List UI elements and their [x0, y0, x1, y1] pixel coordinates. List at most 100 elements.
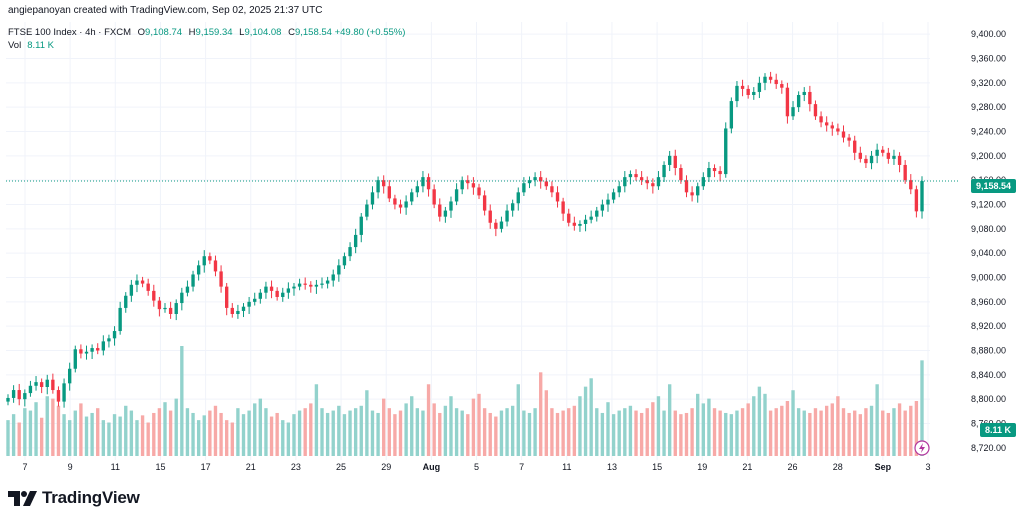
- volume-bar: [864, 408, 868, 456]
- close-label: C: [288, 27, 295, 38]
- volume-bar: [572, 405, 577, 456]
- candle-body: [740, 85, 745, 89]
- candle-body: [275, 290, 279, 297]
- candle-body: [62, 383, 66, 402]
- candle-body: [589, 216, 593, 220]
- volume-bar: [6, 420, 10, 456]
- x-tick-label: 3: [925, 462, 930, 472]
- x-tick-label: Sep: [875, 462, 892, 472]
- volume-bar: [320, 408, 324, 456]
- volume-bar: [707, 398, 711, 456]
- volume-bar: [561, 410, 565, 456]
- volume-bar: [426, 384, 431, 456]
- candle-body: [796, 95, 801, 108]
- candle-body: [152, 290, 156, 301]
- volume-bar: [522, 410, 526, 456]
- x-tick-label: 13: [607, 462, 617, 472]
- candle-body: [208, 256, 212, 261]
- candle-body: [180, 292, 184, 304]
- volume-bar: [17, 422, 21, 456]
- volume-bar: [780, 405, 784, 456]
- low-label: L: [239, 27, 245, 38]
- candle-body: [690, 192, 694, 196]
- candle-body: [51, 379, 55, 391]
- volume-bar: [387, 408, 391, 456]
- volume-bar: [881, 410, 885, 456]
- volume-bar: [23, 408, 27, 456]
- tradingview-wordmark: TradingView: [42, 488, 140, 507]
- candle-body: [707, 168, 711, 178]
- candle-body: [830, 125, 834, 129]
- volume-bar: [920, 360, 924, 456]
- volume-bar: [516, 384, 520, 456]
- candle-body: [701, 177, 705, 187]
- candle-body: [802, 91, 806, 95]
- volume-bar: [853, 410, 857, 456]
- candle-body: [101, 341, 106, 351]
- candle-body: [847, 137, 851, 141]
- candle-body: [118, 307, 122, 332]
- volume-bar: [135, 420, 139, 456]
- candle-body: [628, 174, 633, 178]
- candle-body: [140, 280, 145, 284]
- candle-body: [684, 180, 689, 193]
- volume-bar: [79, 403, 83, 456]
- volume-bar: [230, 422, 234, 456]
- volume-bar: [421, 410, 425, 456]
- candle-body: [23, 393, 27, 400]
- candle-body: [774, 79, 778, 85]
- candle-body: [191, 274, 195, 287]
- volume-bar: [163, 402, 167, 456]
- candle-body: [11, 390, 16, 398]
- candle-body: [550, 186, 554, 193]
- x-tick-label: 11: [111, 462, 120, 472]
- volume-bar: [740, 408, 745, 456]
- candle-body: [359, 216, 363, 235]
- volume-bar: [903, 410, 907, 456]
- candle-body: [202, 256, 206, 266]
- candle-body: [185, 286, 190, 293]
- volume-bar: [628, 405, 633, 456]
- volume-bar: [281, 420, 285, 456]
- volume-bar: [589, 378, 593, 456]
- candle-body: [611, 192, 616, 200]
- volume-bar: [96, 408, 100, 456]
- candle-body: [34, 382, 38, 386]
- volume-bar: [802, 410, 806, 456]
- x-tick-label: 15: [652, 462, 662, 472]
- tradingview-logo[interactable]: TradingView: [8, 488, 140, 508]
- volume-bar: [331, 410, 335, 456]
- volume-bar: [269, 416, 274, 456]
- candle-body: [516, 192, 520, 204]
- candle-body: [595, 210, 599, 217]
- candle-body: [735, 85, 739, 102]
- volume-bar: [527, 412, 532, 456]
- author-credit: angiepanoyan created with TradingView.co…: [8, 5, 323, 16]
- volume-label[interactable]: Vol: [8, 40, 22, 51]
- candle-body: [808, 91, 812, 105]
- y-tick-label: 9,240.00: [971, 127, 1006, 137]
- candle-body: [331, 274, 335, 281]
- volume-bar: [348, 410, 352, 456]
- volume-bar: [370, 410, 375, 456]
- volume-bar: [196, 420, 201, 456]
- volume-bar: [662, 410, 666, 456]
- candle-body: [853, 140, 857, 153]
- y-tick-label: 8,800.00: [971, 394, 1006, 404]
- x-tick-label: 9: [68, 462, 73, 472]
- symbol-label[interactable]: FTSE 100 Index · 4h · FXCM: [8, 27, 132, 38]
- volume-bar: [886, 412, 891, 456]
- x-tick-label: 11: [562, 462, 571, 472]
- volume-bar: [550, 408, 554, 456]
- volume-bar: [735, 410, 739, 456]
- candle-body: [864, 158, 868, 164]
- volume-bar: [567, 408, 571, 456]
- change-value: +49.80 (+0.55%): [334, 27, 406, 38]
- volume-bar: [297, 410, 302, 456]
- volume-bar: [393, 414, 397, 456]
- candle-body: [135, 280, 139, 285]
- candle-body: [914, 189, 919, 212]
- candle-body: [241, 306, 246, 311]
- volume-bar: [410, 396, 414, 456]
